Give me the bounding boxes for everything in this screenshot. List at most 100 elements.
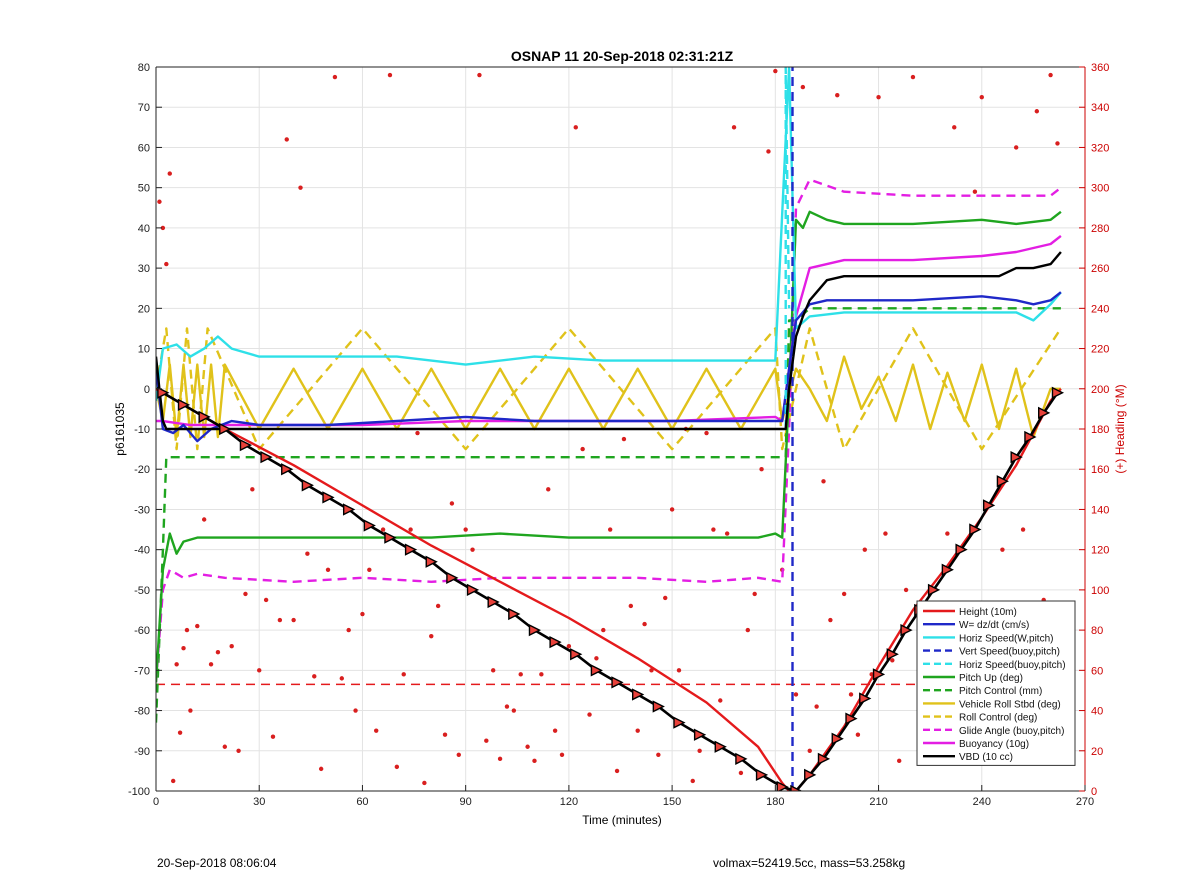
heading-point [1000,547,1005,552]
heading-point [477,72,482,78]
heading-point [374,728,379,733]
series-line [156,327,1062,451]
heading-point [525,744,530,749]
heading-point [1055,141,1060,146]
heading-point [552,728,558,733]
heading-point [704,430,709,436]
y2-tick-label: 120 [1091,545,1109,557]
heading-point [284,137,289,142]
heading-point [1020,527,1026,532]
depth-marker [177,398,191,411]
depth-marker [590,664,603,677]
heading-point [490,668,496,673]
heading-point [229,644,234,649]
y-tick-label: 50 [138,183,150,195]
heading-point [511,708,517,713]
heading-point [353,708,358,713]
depth-marker [755,768,769,782]
depth-marker [941,563,954,576]
depth-marker [693,728,707,741]
y-tick-label: 30 [138,263,150,275]
heading-point [690,778,695,784]
heading-point [518,672,523,677]
heading-point [291,617,296,623]
heading-point [408,527,413,532]
heading-point [601,627,606,633]
heading-point [360,611,365,617]
heading-point [766,149,771,154]
heading-point [752,591,757,597]
heading-point [305,551,310,556]
depth-marker [776,780,789,791]
heading-point [250,487,255,492]
heading-point [270,734,276,739]
y-tick-label: -100 [128,786,150,798]
y-tick-label: 40 [138,223,150,235]
y2-axis-label: (+) Heading (°M) [1113,384,1127,473]
heading-point [177,730,183,735]
depth-marker [528,623,542,637]
y-tick-label: -40 [134,545,150,557]
y-tick-label: -60 [134,625,150,637]
heading-point [504,704,510,709]
depth-marker [969,523,982,536]
heading-point [773,68,778,74]
heading-point [1013,145,1019,150]
y2-tick-label: 140 [1091,504,1109,516]
heading-point [184,627,190,633]
heading-point [201,517,207,522]
heading-point [697,748,702,753]
heading-point [236,748,241,753]
heading-point [222,744,228,749]
depth-marker [714,740,727,753]
heading-point [367,567,372,572]
y2-tick-label: 340 [1091,102,1109,114]
heading-point [718,698,723,703]
depth-marker [157,386,170,399]
heading-point [759,467,764,472]
depth-marker [508,607,521,621]
depth-marker [927,583,941,597]
heading-point [945,531,950,536]
heading-point [422,780,427,786]
heading-point [532,758,537,764]
depth-marker [281,463,294,476]
heading-point [188,708,193,713]
heading-point [318,766,324,772]
depth-marker [1038,406,1051,420]
heading-point [160,225,166,231]
heading-point [174,662,179,667]
heading-point [724,531,730,536]
y-tick-label: -70 [134,665,150,677]
y-tick-label: 60 [138,142,150,154]
x-tick-label: 210 [869,796,887,808]
heading-point [380,527,386,532]
depth-marker [239,438,253,452]
heading-point [607,527,613,532]
depth-marker [570,648,583,661]
heading-point [656,752,661,757]
series-line [156,178,1062,683]
heading-point [208,662,214,667]
legend-label: Buoyancy (10g) [959,739,1029,750]
heading-point [621,436,627,442]
depth-marker [955,543,968,556]
heading-point [663,595,668,601]
x-tick-label: 120 [560,796,578,808]
heading-point [580,446,585,452]
depth-marker [632,688,645,701]
series-line [156,355,1061,439]
heading-point [814,704,819,709]
heading-point [325,567,331,572]
heading-point [1048,72,1053,78]
y2-tick-label: 80 [1091,625,1103,637]
legend-label: Vert Speed(buoy,pitch) [959,647,1060,658]
depth-marker [342,503,356,516]
heading-point [346,627,351,633]
y-tick-label: -90 [134,746,150,758]
depth-marker [652,700,665,713]
heading-point [841,591,847,597]
heading-point [876,94,881,100]
y-tick-label: 80 [138,62,150,74]
heading-point [614,768,620,774]
